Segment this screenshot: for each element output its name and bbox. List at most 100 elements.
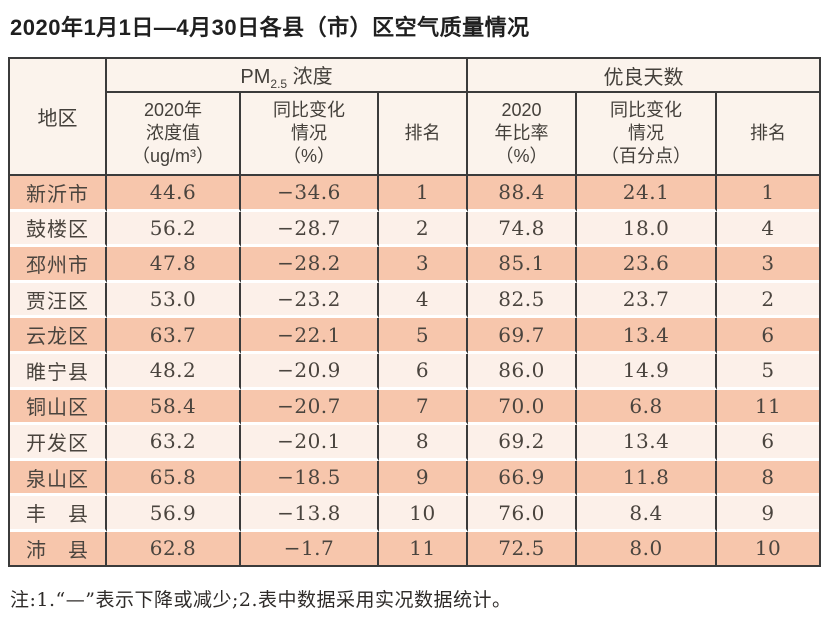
gd-change-cell: 6.8 xyxy=(577,389,718,426)
pm-value-cell: 65.8 xyxy=(107,460,241,497)
pm-rank-cell: 11 xyxy=(379,531,469,565)
gd-rate-cell: 66.9 xyxy=(468,460,578,497)
col-header-gd-change: 同比变化 情况 （百分点） xyxy=(577,93,718,176)
pm-change-cell: −18.5 xyxy=(241,460,379,497)
pm-value-cell: 48.2 xyxy=(107,353,241,390)
pm25-prefix: PM xyxy=(240,65,271,88)
gd-rank-cell: 1 xyxy=(717,176,820,212)
gd-change-cell: 14.9 xyxy=(577,353,718,390)
pm-value-cell: 63.7 xyxy=(107,318,241,354)
region-cell: 开发区 xyxy=(10,425,107,461)
gd-rank-cell: 8 xyxy=(717,460,820,497)
header-group-row: 地区 PM2.5 浓度 优良天数 xyxy=(10,59,820,176)
pm-change-cell: −20.1 xyxy=(241,425,379,461)
pm-change-cell: −22.1 xyxy=(241,318,379,354)
gd-rate-cell: 69.7 xyxy=(468,318,578,354)
table-row: 云龙区 63.7 −22.1 5 69.7 13.4 6 xyxy=(10,318,820,354)
region-cell: 睢宁县 xyxy=(10,353,107,390)
pm-value-cell: 56.9 xyxy=(107,496,241,532)
table-row: 睢宁县 48.2 −20.9 6 86.0 14.9 5 xyxy=(10,353,820,390)
col-header-gd-rank: 排名 xyxy=(717,93,820,176)
gd-change-cell: 23.6 xyxy=(577,247,718,283)
gd-change-cell: 13.4 xyxy=(577,425,718,461)
gd-rank-cell: 6 xyxy=(717,425,820,461)
pm-change-cell: −34.6 xyxy=(241,176,379,212)
gd-change-cell: 8.4 xyxy=(577,496,718,532)
table-header: 地区 PM2.5 浓度 优良天数 2020年 浓度值 （ug/m³） 同比变化 … xyxy=(10,59,820,176)
pm-change-cell: −23.2 xyxy=(241,282,379,319)
pm-value-cell: 62.8 xyxy=(107,531,241,565)
gd-change-cell: 11.8 xyxy=(577,460,718,497)
gd-rate-cell: 72.5 xyxy=(468,531,578,565)
gd-change-cell: 13.4 xyxy=(577,318,718,354)
gd-rank-cell: 10 xyxy=(717,531,820,565)
pm-change-cell: −28.7 xyxy=(241,211,379,248)
table-body: 新沂市 44.6 −34.6 1 88.4 24.1 1 鼓楼区 56.2 −2… xyxy=(10,176,820,565)
header-sub-row: 2020年 浓度值 （ug/m³） 同比变化 情况 （%） 排名 2020 年比… xyxy=(10,93,820,176)
pm-rank-cell: 5 xyxy=(379,318,469,354)
pm-change-cell: −1.7 xyxy=(241,531,379,565)
pm-rank-cell: 3 xyxy=(379,247,469,283)
gd-rank-cell: 9 xyxy=(717,496,820,532)
pm-value-cell: 56.2 xyxy=(107,211,241,248)
gd-rate-cell: 69.2 xyxy=(468,425,578,461)
col-header-pm-change: 同比变化 情况 （%） xyxy=(241,93,379,176)
pm-change-cell: −20.9 xyxy=(241,353,379,390)
pm-value-cell: 63.2 xyxy=(107,425,241,461)
table-row: 泉山区 65.8 −18.5 9 66.9 11.8 8 xyxy=(10,460,820,497)
pm-value-cell: 58.4 xyxy=(107,389,241,426)
region-cell: 云龙区 xyxy=(10,318,107,354)
pm-change-cell: −13.8 xyxy=(241,496,379,532)
pm-rank-cell: 2 xyxy=(379,211,469,248)
gd-rank-cell: 11 xyxy=(717,389,820,426)
pm-rank-cell: 6 xyxy=(379,353,469,390)
region-cell: 鼓楼区 xyxy=(10,211,107,248)
gd-rate-cell: 86.0 xyxy=(468,353,578,390)
col-group-pm25: PM2.5 浓度 xyxy=(107,59,469,93)
pm-rank-cell: 9 xyxy=(379,460,469,497)
gd-rank-cell: 6 xyxy=(717,318,820,354)
table-row: 鼓楼区 56.2 −28.7 2 74.8 18.0 4 xyxy=(10,211,820,248)
gd-rate-cell: 76.0 xyxy=(468,496,578,532)
table-row: 邳州市 47.8 −28.2 3 85.1 23.6 3 xyxy=(10,247,820,283)
table-row: 铜山区 58.4 −20.7 7 70.0 6.8 11 xyxy=(10,389,820,426)
pm-rank-cell: 7 xyxy=(379,389,469,426)
col-group-good-days: 优良天数 xyxy=(468,59,820,93)
gd-rate-cell: 74.8 xyxy=(468,211,578,248)
pm-value-cell: 47.8 xyxy=(107,247,241,283)
pm-rank-cell: 1 xyxy=(379,176,469,212)
gd-change-cell: 18.0 xyxy=(577,211,718,248)
gd-rate-cell: 70.0 xyxy=(468,389,578,426)
air-quality-table: 地区 PM2.5 浓度 优良天数 2020年 浓度值 （ug/m³） 同比变化 … xyxy=(8,57,822,567)
col-header-pm-value: 2020年 浓度值 （ug/m³） xyxy=(107,93,241,176)
gd-rank-cell: 5 xyxy=(717,353,820,390)
gd-rank-cell: 3 xyxy=(717,247,820,283)
pm-value-cell: 44.6 xyxy=(107,176,241,212)
region-cell: 泉山区 xyxy=(10,460,107,497)
pm25-suffix: 浓度 xyxy=(287,65,333,88)
footnote: 注:1.“—”表示下降或减少;2.表中数据采用实况数据统计。 xyxy=(10,588,512,611)
region-cell: 铜山区 xyxy=(10,389,107,426)
pm-rank-cell: 4 xyxy=(379,282,469,319)
gd-change-cell: 24.1 xyxy=(577,176,718,212)
gd-rank-cell: 2 xyxy=(717,282,820,319)
gd-change-cell: 23.7 xyxy=(577,282,718,319)
region-cell: 贾汪区 xyxy=(10,282,107,319)
page-title: 2020年1月1日—4月30日各县（市）区空气质量情况 xyxy=(10,15,530,40)
gd-change-cell: 8.0 xyxy=(577,531,718,565)
table-row: 新沂市 44.6 −34.6 1 88.4 24.1 1 xyxy=(10,176,820,212)
col-header-gd-rate: 2020 年比率 （%） xyxy=(468,93,578,176)
table-row: 沛 县 62.8 −1.7 11 72.5 8.0 10 xyxy=(10,531,820,565)
col-header-pm-rank: 排名 xyxy=(379,93,469,176)
col-header-region: 地区 xyxy=(10,59,107,176)
gd-rate-cell: 82.5 xyxy=(468,282,578,319)
region-cell: 新沂市 xyxy=(10,176,107,212)
region-cell: 沛 县 xyxy=(10,531,107,565)
pm-value-cell: 53.0 xyxy=(107,282,241,319)
table-row: 丰 县 56.9 −13.8 10 76.0 8.4 9 xyxy=(10,496,820,532)
region-cell: 邳州市 xyxy=(10,247,107,283)
pm-change-cell: −20.7 xyxy=(241,389,379,426)
pm25-subscript: 2.5 xyxy=(270,76,288,91)
region-cell: 丰 县 xyxy=(10,496,107,532)
